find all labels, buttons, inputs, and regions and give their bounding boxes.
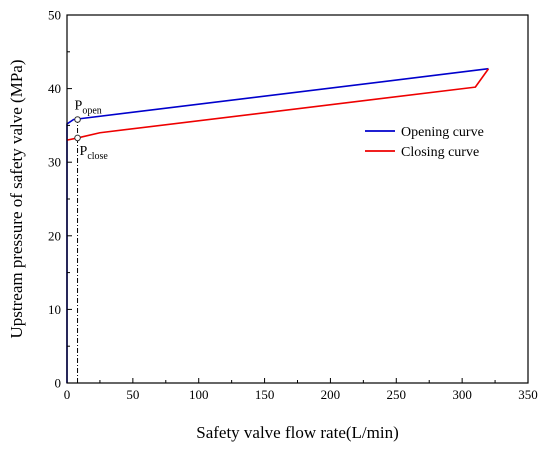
y-tick-label: 10 <box>48 302 61 317</box>
series-layer <box>66 67 490 383</box>
x-tick-label: 250 <box>387 387 407 402</box>
x-tick-label: 300 <box>452 387 472 402</box>
x-tick-label: 100 <box>189 387 209 402</box>
x-tick-label: 0 <box>64 387 71 402</box>
annotation-layer: Popen Pclose <box>74 99 109 162</box>
series-line-opening <box>66 67 489 383</box>
x-axis-title: Safety valve flow rate(L/min) <box>196 423 399 442</box>
x-tick-label: 150 <box>255 387 275 402</box>
legend: Opening curve Closing curve <box>365 125 484 160</box>
y-tick-label: 30 <box>48 155 61 170</box>
y-tick-label: 40 <box>48 81 61 96</box>
plot-frame <box>66 14 529 384</box>
y-axis-title: Upstream pressure of safety valve (MPa) <box>7 60 26 339</box>
legend-label-opening: Opening curve <box>401 125 484 140</box>
y-tick-label: 20 <box>48 228 61 243</box>
annotation-p-open: Popen <box>75 99 102 117</box>
x-tick-label: 350 <box>518 387 538 402</box>
x-axis-ticks: 0 50 100 150 200 250 300 350 <box>64 378 538 402</box>
series-line-closing <box>66 68 490 141</box>
y-tick-label: 0 <box>55 376 62 391</box>
point-marker-open <box>74 116 81 123</box>
x-tick-label: 200 <box>321 387 341 402</box>
point-marker-close <box>74 134 81 142</box>
legend-label-closing: Closing curve <box>401 145 479 160</box>
x-tick-label: 50 <box>126 387 139 402</box>
annotation-p-close: Pclose <box>80 144 109 162</box>
y-axis-ticks: 0 10 20 30 40 50 <box>48 8 72 391</box>
y-tick-label: 50 <box>48 8 61 23</box>
